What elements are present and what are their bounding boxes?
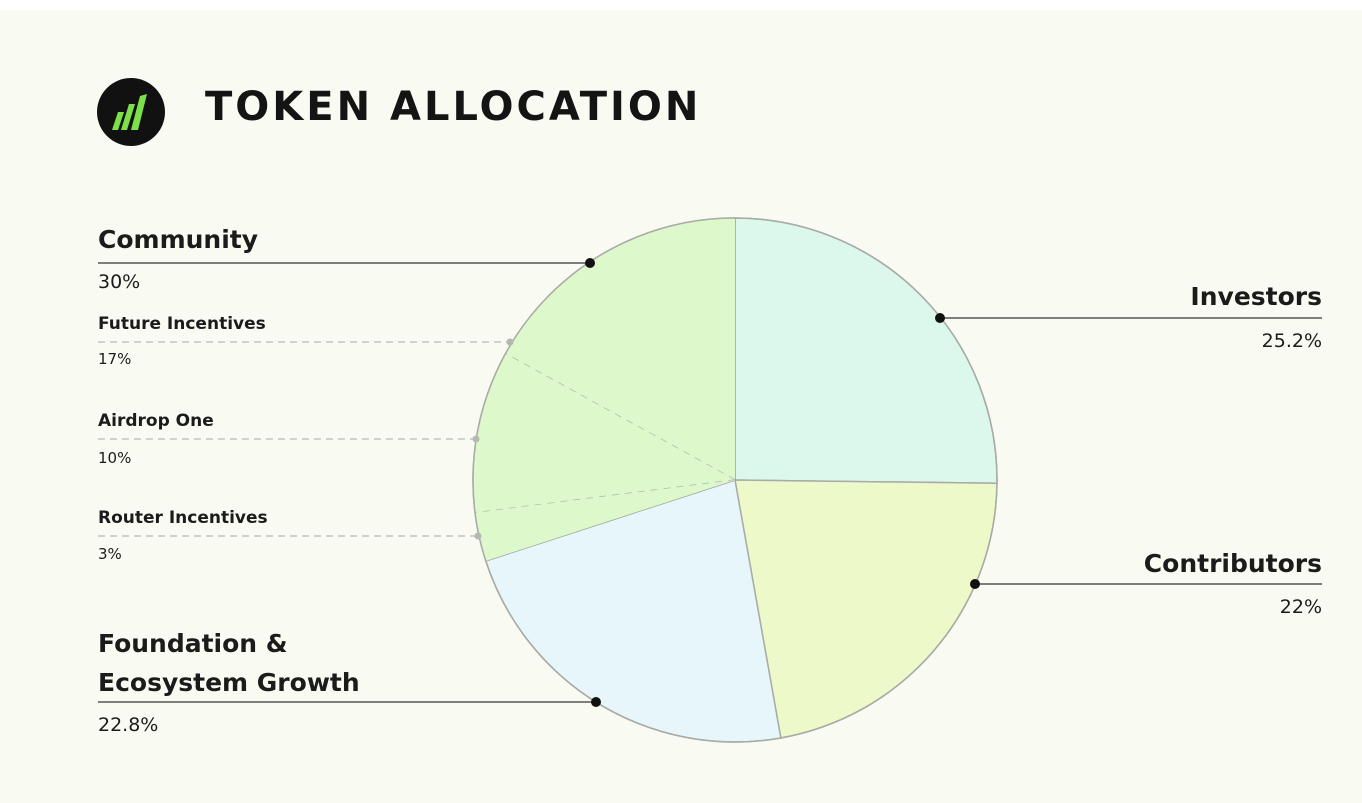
leader-dot xyxy=(935,313,945,323)
subvalue-label: 10% xyxy=(98,449,132,467)
pie-outline xyxy=(472,217,998,743)
top-strip xyxy=(0,0,1362,10)
value-label: 25.2% xyxy=(1261,330,1322,352)
value-label: 22% xyxy=(1279,596,1322,618)
subcategory-label: Router Incentives xyxy=(98,508,268,528)
subcategory-label: Future Incentives xyxy=(98,314,266,334)
pie-sub-slice xyxy=(473,353,735,513)
category-label: Community xyxy=(98,225,259,254)
sub-divider xyxy=(474,479,736,514)
sub-leader-dot xyxy=(472,435,480,443)
leader-dot xyxy=(591,697,601,707)
leader-dot xyxy=(585,258,595,268)
subvalue-label: 3% xyxy=(98,545,122,563)
logo-bars xyxy=(112,94,147,130)
subcategory-label: Airdrop One xyxy=(98,411,214,431)
value-label: 22.8% xyxy=(98,714,159,736)
category-label: Foundation & Ecosystem Growth xyxy=(98,629,360,697)
leader-dot xyxy=(970,579,980,589)
value-label: 30% xyxy=(98,271,141,293)
sub-leader-dot xyxy=(474,532,482,540)
pie-slice xyxy=(734,217,998,485)
category-label: Investors xyxy=(1190,282,1322,311)
chart-title: TOKEN ALLOCATION xyxy=(205,84,702,130)
logo xyxy=(97,78,165,146)
subvalue-label: 17% xyxy=(98,350,132,368)
category-label: Contributors xyxy=(1143,549,1322,578)
sub-leader-dot xyxy=(506,338,514,346)
pie-sub-slice xyxy=(475,480,735,561)
